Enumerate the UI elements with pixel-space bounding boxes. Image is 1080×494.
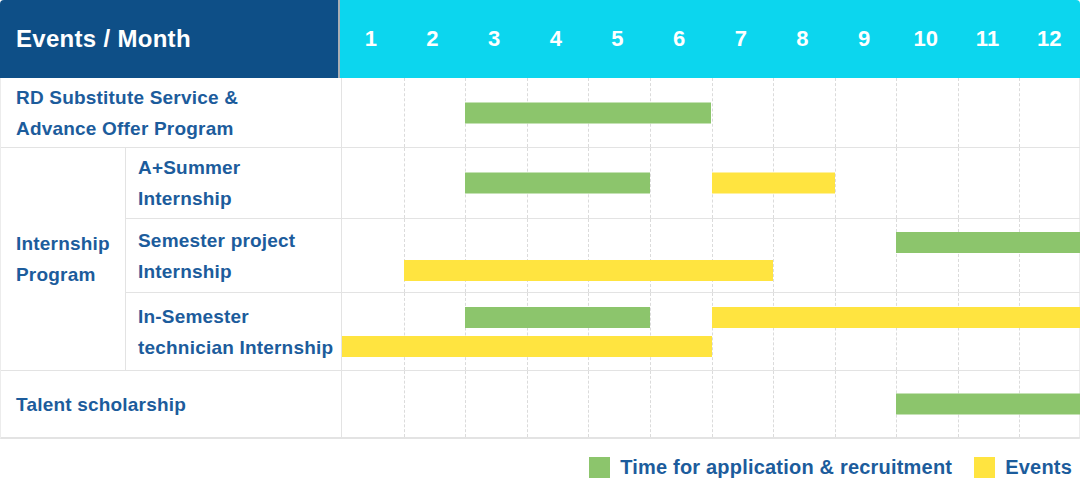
month-gridline (1019, 148, 1020, 218)
month-gridline (527, 219, 528, 292)
month-gridline (896, 78, 897, 147)
month-gridline (712, 78, 713, 147)
row-label-talent-scholarship: Talent scholarship (1, 371, 341, 438)
legend-label-events: Events (1005, 456, 1072, 479)
legend-swatch-events (974, 457, 995, 478)
row-label-rd-substitute-service-advance-offer-program: RD Substitute Service &Advance Offer Pro… (1, 78, 341, 148)
month-gridline (588, 371, 589, 437)
month-gridline (835, 371, 836, 437)
month-header-5: 5 (587, 0, 649, 78)
gantt-bar-green-m10-m12 (896, 394, 1080, 415)
gantt-bar-green-m3-m5 (465, 173, 650, 194)
month-gridline (465, 371, 466, 437)
month-gridline (404, 219, 405, 292)
label-line: technician Internship (138, 332, 341, 363)
month-gridline (712, 293, 713, 370)
label-line: In-Semester (138, 301, 341, 332)
month-gridline (588, 219, 589, 292)
month-gridline (650, 148, 651, 218)
month-gridline (404, 371, 405, 437)
gantt-bar-yellow-m7-m12 (712, 307, 1080, 328)
month-gridline (773, 371, 774, 437)
month-gridline (527, 293, 528, 370)
label-line: Advance Offer Program (16, 113, 341, 144)
label-line: Talent scholarship (16, 389, 341, 420)
gantt-bar-green-m3-m5 (465, 307, 650, 328)
row-label-a-plus-summer-internship: A+SummerInternship (125, 148, 341, 219)
gantt-bar-yellow-m1-m6 (342, 336, 712, 357)
bar-area-semester-project-internship (341, 219, 1080, 293)
bar-area-a-plus-summer-internship (341, 148, 1080, 219)
month-gridline (773, 219, 774, 292)
schedule-body-grid: RD Substitute Service &Advance Offer Pro… (0, 78, 1080, 439)
month-gridline (1019, 219, 1020, 292)
month-gridline (1019, 78, 1020, 147)
month-gridline (773, 78, 774, 147)
month-gridline (527, 371, 528, 437)
gantt-schedule-table: Events / Month 123456789101112 RD Substi… (0, 0, 1080, 494)
label-line: RD Substitute Service & (16, 82, 341, 113)
month-gridline (404, 78, 405, 147)
table-title: Events / Month (16, 25, 191, 53)
gantt-bar-green-m10-m12 (896, 232, 1080, 253)
month-header-12: 12 (1018, 0, 1080, 78)
label-line: Internship (138, 183, 341, 214)
month-gridline (712, 219, 713, 292)
gantt-bar-yellow-m2-m7 (404, 260, 774, 281)
month-gridline (958, 293, 959, 370)
month-header-6: 6 (648, 0, 710, 78)
month-gridline (958, 148, 959, 218)
month-gridline (773, 293, 774, 370)
bar-area-rd-substitute-service-advance-offer-program (341, 78, 1080, 148)
month-gridline (650, 293, 651, 370)
month-header-10: 10 (895, 0, 957, 78)
legend: Time for application & recruitment Event… (0, 439, 1080, 494)
label-line: Program (16, 259, 125, 290)
table-header-row: Events / Month 123456789101112 (0, 0, 1080, 78)
month-header-1: 1 (340, 0, 402, 78)
month-gridline (1019, 293, 1020, 370)
row-label-semester-project-internship: Semester projectInternship (125, 219, 341, 293)
month-gridline (896, 293, 897, 370)
month-gridline (404, 293, 405, 370)
month-header-4: 4 (525, 0, 587, 78)
legend-label-application-recruitment: Time for application & recruitment (620, 456, 952, 479)
label-line: Internship (16, 228, 125, 259)
month-gridline (465, 219, 466, 292)
month-header-3: 3 (463, 0, 525, 78)
month-gridline (835, 78, 836, 147)
bar-area-in-semester-technician-internship (341, 293, 1080, 371)
row-label-in-semester-technician-internship: In-Semestertechnician Internship (125, 293, 341, 371)
month-header-strip: 123456789101112 (340, 0, 1080, 78)
label-line: Internship (138, 256, 341, 287)
month-gridline (588, 293, 589, 370)
month-gridline (650, 371, 651, 437)
legend-swatch-application-recruitment (589, 457, 610, 478)
label-line: A+Summer (138, 152, 341, 183)
month-header-2: 2 (402, 0, 464, 78)
month-gridline (835, 148, 836, 218)
month-gridline (958, 78, 959, 147)
month-header-9: 9 (833, 0, 895, 78)
month-gridline (835, 219, 836, 292)
gantt-bar-green-m3-m6 (465, 102, 711, 123)
month-header-11: 11 (957, 0, 1019, 78)
month-header-7: 7 (710, 0, 772, 78)
month-gridline (896, 219, 897, 292)
month-gridline (650, 219, 651, 292)
month-gridline (835, 293, 836, 370)
month-gridline (404, 148, 405, 218)
month-gridline (958, 219, 959, 292)
gantt-bar-yellow-m7-m8 (712, 173, 835, 194)
month-gridline (712, 371, 713, 437)
month-gridline (465, 293, 466, 370)
bar-area-talent-scholarship (341, 371, 1080, 438)
label-line: Semester project (138, 225, 341, 256)
group-label-internship-program: InternshipProgram (1, 148, 125, 371)
month-header-8: 8 (772, 0, 834, 78)
events-month-header-cell: Events / Month (0, 0, 340, 78)
month-gridline (896, 148, 897, 218)
